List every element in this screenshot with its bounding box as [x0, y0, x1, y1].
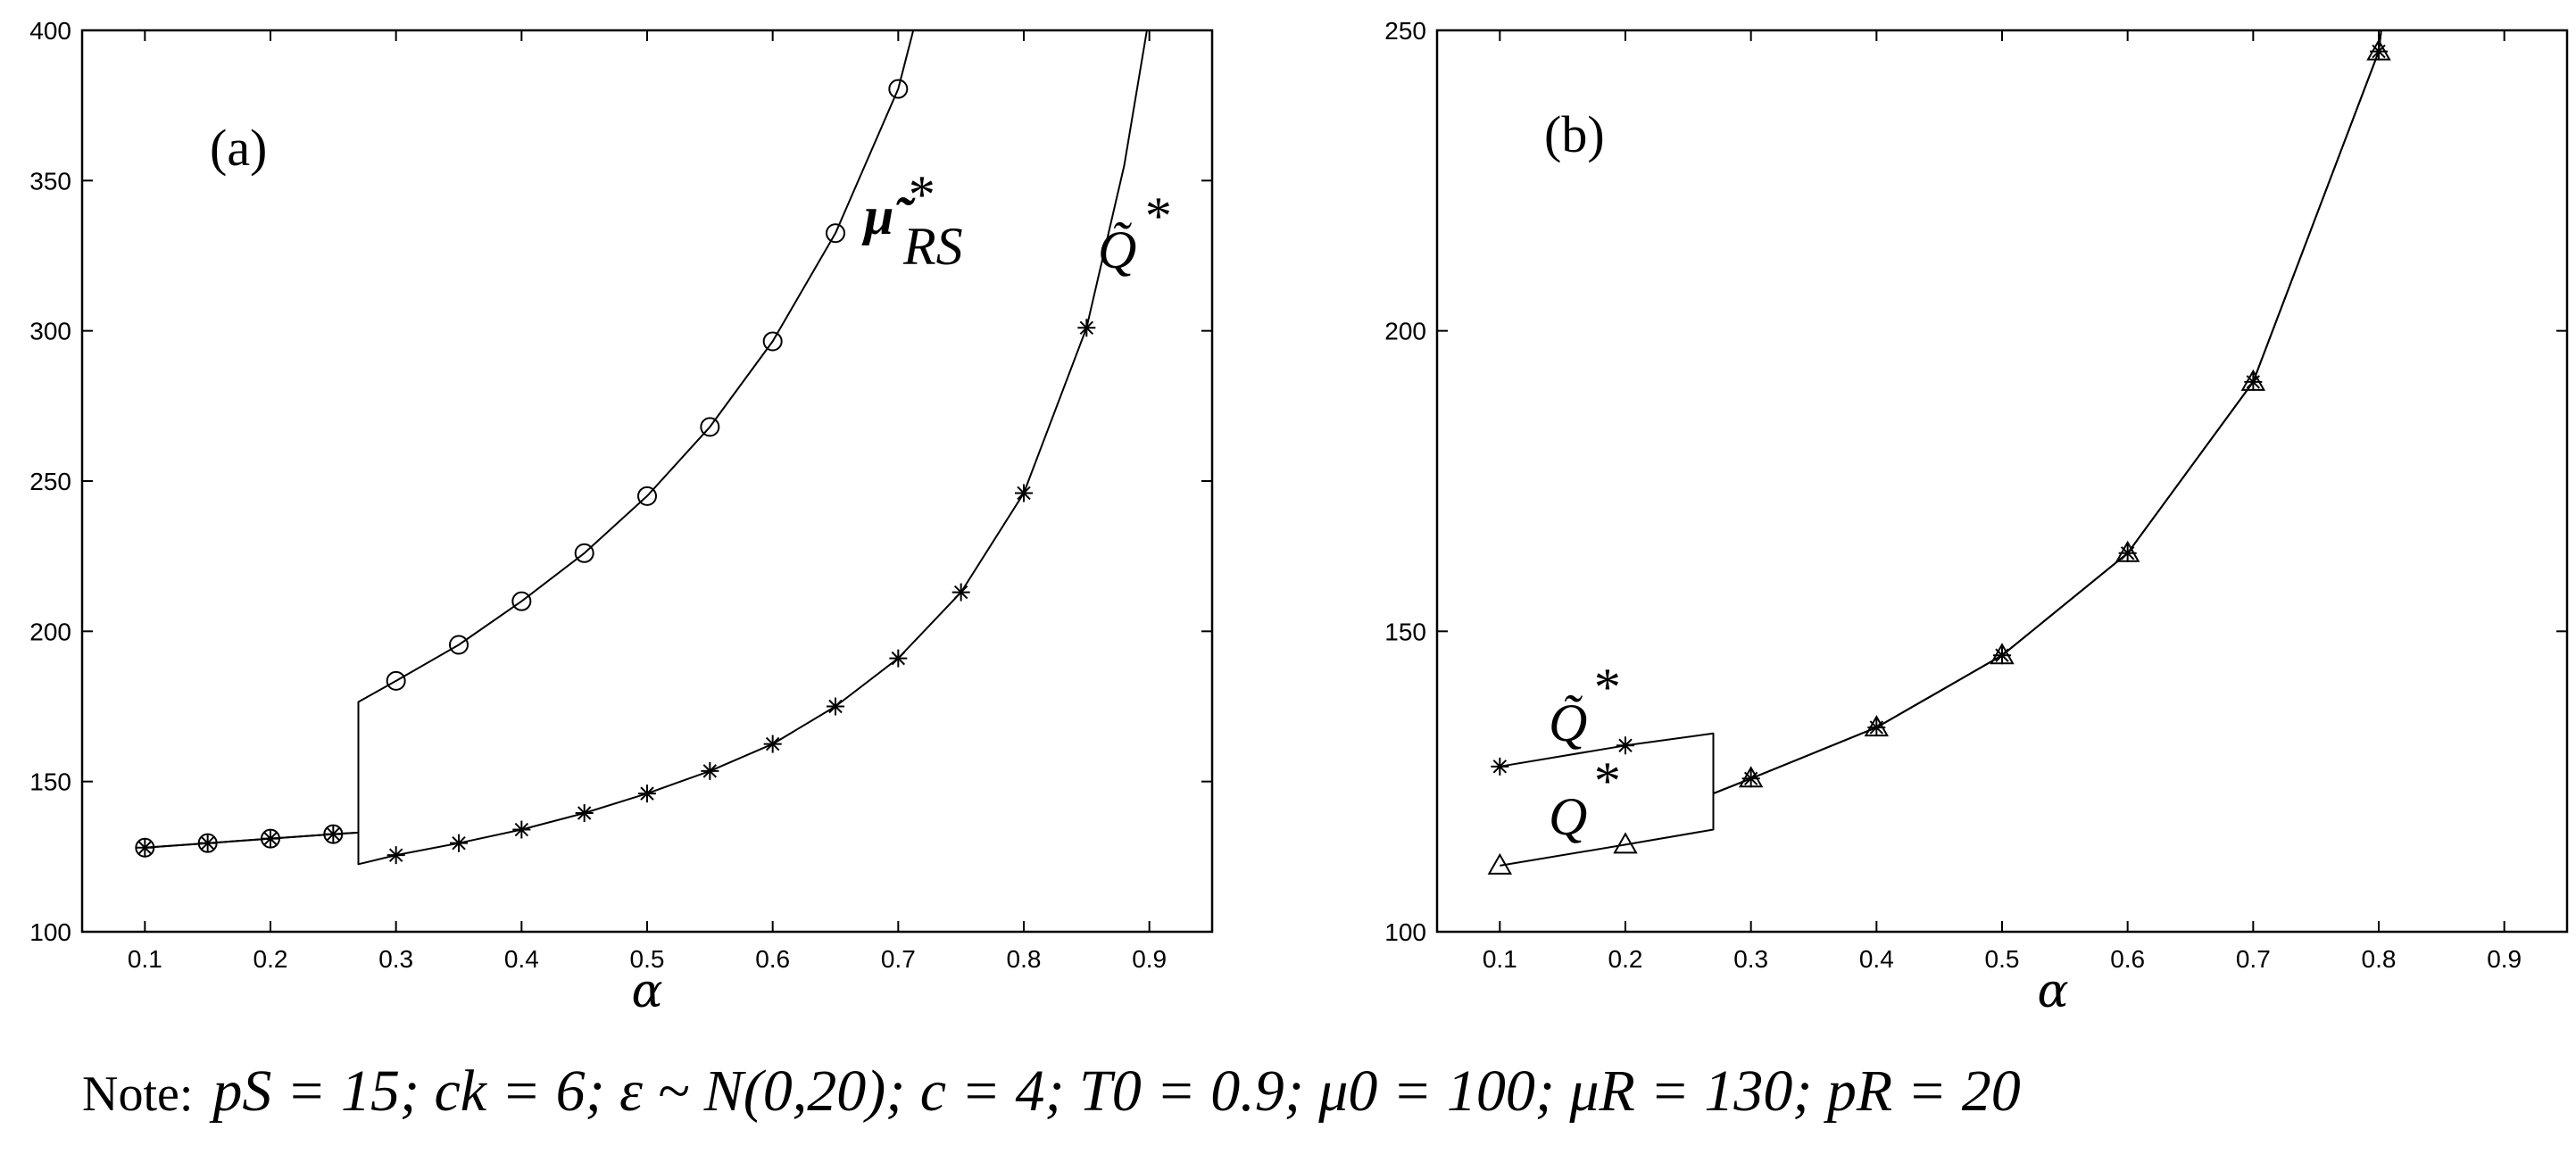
panel-a: 0.1 0.2 0.3 0.4 0.5 0.6 0.7 0.8 0.9 100 150 200 250 3…	[29, 17, 1214, 1018]
data-point-circle	[511, 591, 532, 611]
data-point-asterisk	[1015, 484, 1033, 502]
x-tick-label: 0.3	[1733, 945, 1768, 973]
markers-a	[135, 79, 1096, 865]
curve-label-q-tilde-b: Q̃ *	[1549, 658, 1618, 752]
y-tick-label: 100	[1384, 918, 1426, 946]
x-tick-label: 0.2	[1608, 945, 1643, 973]
data-point-asterisk	[324, 825, 343, 843]
x-tick-label: 0.5	[1985, 945, 2020, 973]
data-point-asterisk	[262, 829, 279, 848]
y-tick-label: 400	[29, 17, 71, 45]
data-point-circle	[888, 79, 909, 99]
data-point-asterisk	[638, 785, 656, 803]
curves-b	[1500, 29, 2382, 867]
curve-label-mu-rs-sub: RS	[902, 217, 963, 276]
parameter-note: Note: pS = 15; ck = 6; ε ~ N(0,20); c = 4…	[82, 1058, 2021, 1125]
data-point-asterisk	[136, 838, 154, 857]
data-point-circle	[449, 635, 469, 655]
data-point-circle	[574, 543, 594, 563]
x-tick-label: 0.8	[1007, 945, 1042, 973]
data-point-asterisk	[763, 735, 782, 753]
data-point-triangle	[2240, 369, 2266, 391]
data-point-asterisk	[1077, 319, 1096, 337]
data-point-asterisk	[198, 834, 217, 852]
data-point-asterisk	[450, 834, 468, 852]
curve-label-q-tilde-b-sup: *	[1591, 658, 1618, 717]
data-point-circle	[762, 331, 783, 352]
curves-a	[145, 29, 1148, 866]
curve-label-q-tilde-a-sup: *	[1143, 187, 1169, 245]
x-axis-title-b: α	[2037, 965, 2068, 1018]
y-tick-label: 150	[1384, 618, 1426, 645]
note-label: Note:	[82, 1067, 194, 1122]
curve-label-q-b-sup: *	[1591, 751, 1618, 810]
curve-label-q-b-main: Q	[1549, 787, 1587, 846]
panel-label-b: (b)	[1544, 105, 1605, 163]
x-tick-label: 0.5	[630, 945, 665, 973]
y-tick-label: 350	[29, 167, 71, 195]
data-point-asterisk	[889, 649, 908, 668]
series-line-asterisk	[145, 29, 1148, 866]
x-tick-label: 0.7	[881, 945, 916, 973]
data-point-asterisk	[1616, 736, 1634, 755]
data-point-circle	[826, 223, 845, 244]
data-point-asterisk	[1491, 757, 1509, 776]
x-tick-label: 0.6	[2110, 945, 2145, 973]
x-tick-label: 0.2	[253, 945, 288, 973]
y-tick-label: 100	[29, 918, 71, 946]
data-point-asterisk	[512, 820, 531, 839]
panel-label-a: (a)	[210, 119, 267, 177]
markers-b	[1487, 38, 2391, 875]
x-tick-label: 0.3	[378, 945, 413, 973]
ticks-a: 0.1 0.2 0.3 0.4 0.5 0.6 0.7 0.8 0.9 100 150 200 250 3…	[29, 17, 1212, 973]
y-tick-label: 250	[1384, 17, 1426, 45]
x-axis-title-a: α	[631, 965, 662, 1018]
x-tick-label: 0.6	[755, 945, 790, 973]
series-line-asterisk	[1500, 29, 2382, 795]
curve-label-q-b: Q *	[1549, 751, 1618, 846]
data-point-circle	[637, 486, 657, 506]
x-tick-label: 0.4	[504, 945, 539, 973]
data-point-triangle	[1864, 715, 1890, 737]
data-point-asterisk	[575, 804, 594, 823]
x-tick-label: 0.1	[128, 945, 162, 973]
curve-label-q-tilde-a-main: Q̃	[1098, 220, 1136, 279]
ticks-b: 0.1 0.2 0.3 0.4 0.5 0.6 0.7 0.8 0.9 100 150 200 250	[1384, 17, 2567, 973]
series-line-triangle	[1500, 29, 2382, 867]
note-formula: pS = 15; ck = 6; ε ~ N(0,20); c = 4; T0 …	[212, 1059, 2021, 1124]
x-tick-label: 0.1	[1483, 945, 1517, 973]
x-tick-label: 0.7	[2236, 945, 2271, 973]
y-tick-label: 300	[29, 318, 71, 345]
x-tick-label: 0.9	[2487, 945, 2522, 973]
data-point-triangle	[2115, 540, 2140, 562]
data-point-asterisk	[701, 761, 719, 780]
y-tick-label: 150	[29, 768, 71, 796]
panel-b: 0.1 0.2 0.3 0.4 0.5 0.6 0.7 0.8 0.9100150200250 …	[1384, 17, 2569, 1018]
x-tick-label: 0.8	[2362, 945, 2397, 973]
y-tick-label: 200	[29, 618, 71, 645]
data-point-triangle	[1487, 852, 1513, 875]
data-point-triangle	[1990, 643, 2015, 665]
data-point-circle	[386, 670, 406, 691]
y-tick-label: 250	[29, 468, 71, 495]
data-point-triangle	[2366, 38, 2391, 61]
curve-label-mu-rs-sup: *	[906, 165, 933, 224]
data-point-asterisk	[827, 697, 844, 716]
data-point-triangle	[1738, 766, 1764, 788]
x-tick-label: 0.4	[1859, 945, 1894, 973]
data-point-triangle	[1613, 832, 1638, 854]
data-point-asterisk	[386, 846, 405, 865]
data-point-circle	[700, 417, 720, 437]
data-point-asterisk	[951, 583, 970, 602]
curve-label-mu-rs: μ̃ RS *	[861, 165, 963, 276]
y-tick-label: 200	[1384, 318, 1426, 345]
curve-label-q-tilde-b-main: Q̃	[1549, 693, 1587, 752]
x-tick-label: 0.9	[1132, 945, 1167, 973]
curve-label-q-tilde-a: Q̃ *	[1098, 187, 1169, 279]
